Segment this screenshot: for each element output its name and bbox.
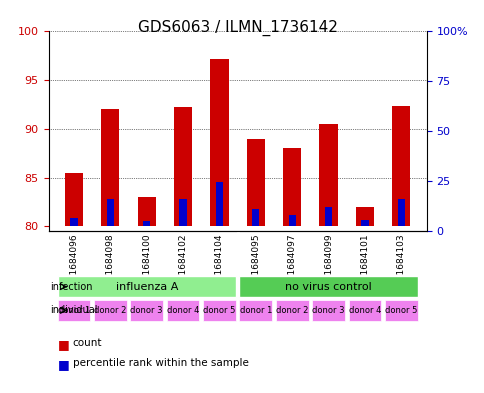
Text: individual: individual <box>50 305 98 316</box>
Bar <box>70 219 77 226</box>
Text: influenza A: influenza A <box>115 282 178 292</box>
Text: percentile rank within the sample: percentile rank within the sample <box>73 358 248 367</box>
Text: no virus control: no virus control <box>285 282 371 292</box>
Text: GSM1684095: GSM1684095 <box>251 233 260 294</box>
Text: donor 1: donor 1 <box>58 306 90 315</box>
Text: donor 4: donor 4 <box>348 306 380 315</box>
Bar <box>355 207 373 226</box>
Bar <box>106 199 114 226</box>
Text: donor 3: donor 3 <box>130 306 163 315</box>
Text: GSM1684099: GSM1684099 <box>323 233 333 294</box>
Bar <box>94 300 126 321</box>
Bar <box>252 209 259 226</box>
Bar <box>166 300 199 321</box>
Bar <box>319 124 337 226</box>
Bar <box>392 107 409 226</box>
Bar <box>246 139 264 226</box>
Text: donor 4: donor 4 <box>166 306 199 315</box>
Text: ■: ■ <box>58 358 70 371</box>
Bar <box>58 276 235 298</box>
Text: donor 2: donor 2 <box>94 306 126 315</box>
Bar <box>143 221 150 226</box>
Bar <box>101 109 119 226</box>
Bar <box>215 182 223 226</box>
Bar <box>361 220 368 226</box>
Bar <box>203 300 235 321</box>
Text: GSM1684100: GSM1684100 <box>142 233 151 294</box>
Text: GSM1684104: GSM1684104 <box>214 233 224 294</box>
Text: count: count <box>73 338 102 348</box>
Bar <box>283 148 301 226</box>
Text: donor 1: donor 1 <box>239 306 272 315</box>
Text: donor 2: donor 2 <box>275 306 308 315</box>
Bar <box>384 300 417 321</box>
Text: GSM1684097: GSM1684097 <box>287 233 296 294</box>
Bar <box>65 173 83 226</box>
Text: infection: infection <box>50 282 92 292</box>
Bar <box>137 197 155 226</box>
Bar <box>239 276 417 298</box>
Bar <box>174 107 192 226</box>
Bar <box>275 300 308 321</box>
Bar <box>397 199 404 226</box>
Bar <box>312 300 344 321</box>
Text: donor 3: donor 3 <box>312 306 344 315</box>
Text: GSM1684101: GSM1684101 <box>360 233 369 294</box>
Bar <box>179 199 186 226</box>
Text: GSM1684102: GSM1684102 <box>178 233 187 294</box>
Bar <box>348 300 380 321</box>
Text: donor 5: donor 5 <box>384 306 417 315</box>
Bar <box>58 300 90 321</box>
Text: GSM1684096: GSM1684096 <box>69 233 78 294</box>
Bar <box>288 215 295 226</box>
Bar <box>239 300 272 321</box>
Text: GSM1684103: GSM1684103 <box>396 233 405 294</box>
Bar <box>324 207 332 226</box>
Text: donor 5: donor 5 <box>203 306 235 315</box>
Bar <box>130 300 163 321</box>
Text: ■: ■ <box>58 338 70 351</box>
Bar <box>210 59 228 226</box>
Text: GDS6063 / ILMN_1736142: GDS6063 / ILMN_1736142 <box>137 20 337 36</box>
Text: GSM1684098: GSM1684098 <box>106 233 115 294</box>
